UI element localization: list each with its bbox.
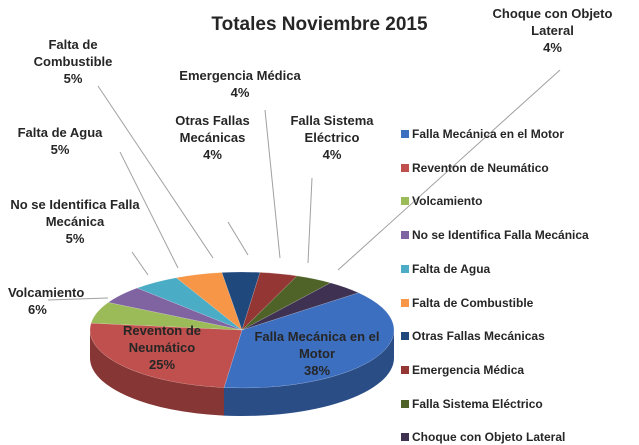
data-label: Falta de Combustible 5% [8,36,138,87]
legend-label: Falta de Agua [412,261,491,276]
legend-label: Emergencia Médica [412,362,525,377]
slice [223,292,395,389]
legend-item: Falta de Combustible [401,296,533,310]
data-label-value: 4% [543,40,562,55]
data-label: Falla Mecánica en el Motor 38% [242,328,392,379]
data-label-name: Otras Fallas Mecánicas [175,113,250,145]
data-label-value: 4% [203,147,222,162]
slice [90,302,243,331]
legend-item: Choque con Objeto Lateral [401,430,565,444]
legend-swatch [401,433,409,442]
legend-swatch [401,197,409,206]
side-shade [90,330,225,416]
data-label: No se Identifica Falla Mecánica 5% [5,196,145,247]
leader-line [264,109,281,259]
data-label-name: Choque con Objeto Lateral [492,6,613,38]
data-label: Falla Sistema Eléctrico 4% [272,112,392,163]
leader-line [131,251,149,276]
legend-item: Falla Sistema Eléctrico [401,397,543,411]
data-label-name: Volcamiento [8,285,85,300]
legend-item: No se Identifica Falla Mecánica [401,228,589,242]
leader-line [47,297,109,301]
leader-line [97,85,214,259]
data-label-value: 4% [322,147,342,162]
slice-side [224,330,395,417]
data-label-value: 38% [303,363,331,378]
legend-item: Otras Fallas Mecánicas [401,329,545,343]
legend-label: Volcamiento [412,194,483,209]
legend-item: Volcamiento [401,194,482,208]
legend-swatch [401,365,409,374]
slice [107,287,243,331]
data-label-name: Falla Sistema Eléctrico [290,113,374,145]
data-label-value: 25% [148,357,176,372]
data-label-name: Falta de Agua [17,125,103,140]
legend-label: Falla Sistema Eléctrico [412,396,543,411]
leader-line [307,177,313,264]
data-label-name: Falla Mecánica en el Motor [254,329,380,361]
legend-label: Choque con Objeto Lateral [412,430,566,445]
data-label-name: Falta de Combustible [33,37,113,69]
legend-swatch [401,332,409,341]
data-label-name: Reventon de Neumático [122,323,201,355]
data-label: Reventon de Neumático 25% [92,322,232,373]
chart-title: Totales Noviembre 2015 [211,14,428,35]
leader-line [337,69,561,271]
legend-label: No se Identifica Falla Mecánica [412,228,589,243]
data-label: Emergencia Médica 4% [160,67,320,101]
legend-item: Falta de Agua [401,262,490,276]
data-label: Choque con Objeto Lateral 4% [470,5,635,56]
legend-item: Emergencia Médica [401,363,524,377]
legend-swatch [401,163,409,172]
data-label-value: 6% [28,302,47,317]
legend-item: Falla Mecánica en el Motor [401,127,564,141]
leader-line [119,151,179,269]
data-label-value: 5% [50,142,70,157]
data-label-name: Emergencia Médica [179,68,301,83]
legend-swatch [401,130,409,138]
data-label: Falta de Agua 5% [5,124,115,158]
slice [175,272,243,331]
slice [241,282,360,331]
slice [241,275,332,331]
legend-swatch [401,399,409,408]
data-label: Otras Fallas Mecánicas 4% [150,112,275,163]
legend-label: Otras Fallas Mecánicas [412,329,545,344]
slice [89,322,243,388]
data-label-value: 5% [65,231,85,246]
slice [221,271,261,331]
legend-label: Reventon de Neumático [412,160,549,175]
side-shade [224,330,395,417]
slice [241,272,298,331]
data-label-value: 4% [230,85,250,100]
legend-label: Falta de Combustible [412,295,534,310]
legend-swatch [401,231,409,240]
legend-swatch [401,264,409,273]
legend-label: Falla Mecánica en el Motor [412,127,565,141]
data-label-name: No se Identifica Falla Mecánica [10,197,140,229]
data-label: Volcamiento 6% [8,284,108,318]
leader-line [227,221,249,256]
legend-swatch [401,298,409,307]
data-label-value: 5% [63,71,83,86]
legend-item: Reventon de Neumático [401,161,549,175]
slice-side [90,330,225,416]
slice [136,277,243,331]
